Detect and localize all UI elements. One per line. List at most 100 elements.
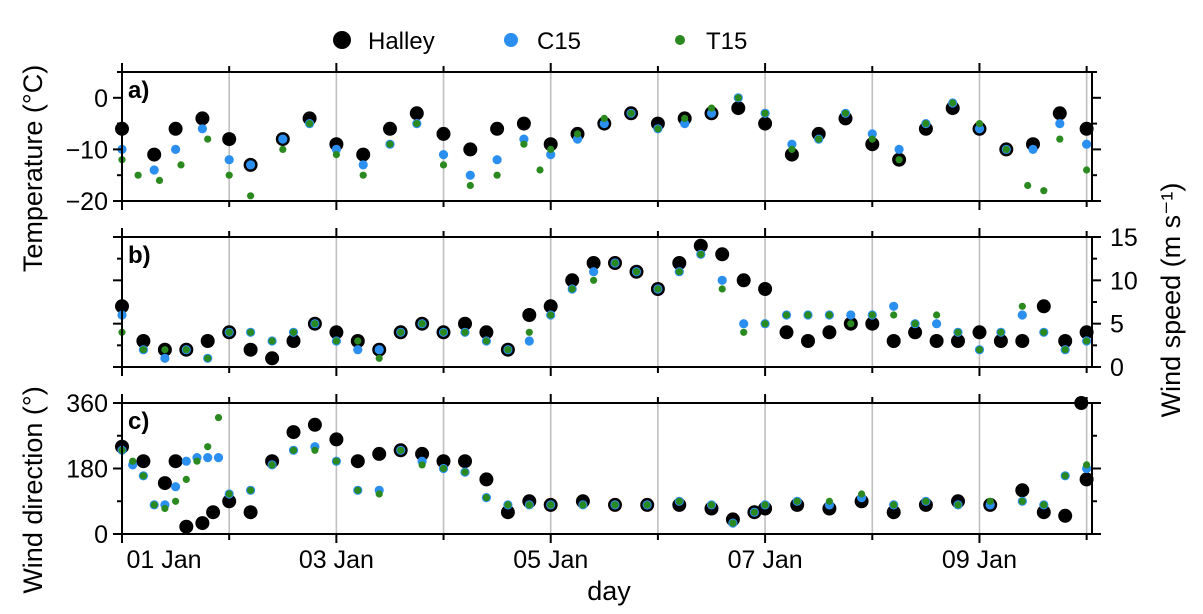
data-point-t15 bbox=[193, 457, 201, 465]
data-point-t15 bbox=[482, 337, 490, 345]
data-point-t15 bbox=[611, 501, 619, 509]
data-point-t15 bbox=[761, 109, 769, 117]
data-point-t15 bbox=[547, 145, 555, 153]
data-point-halley bbox=[195, 111, 210, 126]
data-point-halley bbox=[168, 454, 183, 469]
data-point-t15 bbox=[225, 490, 233, 498]
data-point-t15 bbox=[1018, 302, 1026, 310]
data-point-halley bbox=[479, 472, 494, 487]
data-point-halley bbox=[731, 101, 746, 116]
data-point-t15 bbox=[1018, 497, 1026, 505]
data-point-t15 bbox=[858, 490, 866, 498]
series-t15 bbox=[118, 414, 1091, 527]
data-point-halley bbox=[372, 446, 387, 461]
legend-marker-c15 bbox=[504, 33, 518, 47]
data-point-c15 bbox=[331, 144, 341, 154]
data-point-c15 bbox=[374, 345, 384, 355]
y-tick-label: 180 bbox=[66, 456, 108, 484]
data-point-halley bbox=[543, 137, 558, 152]
data-point-t15 bbox=[1002, 145, 1010, 153]
data-point-halley bbox=[168, 121, 183, 136]
data-point-t15 bbox=[933, 311, 941, 319]
data-point-c15 bbox=[739, 319, 749, 329]
data-point-t15 bbox=[729, 519, 737, 527]
data-point-halley bbox=[865, 137, 880, 152]
legend-marker-t15 bbox=[675, 35, 685, 45]
data-point-t15 bbox=[895, 156, 903, 164]
data-point-t15 bbox=[289, 328, 298, 336]
data-point-t15 bbox=[707, 501, 716, 509]
data-point-halley bbox=[329, 325, 344, 340]
data-point-halley bbox=[383, 121, 397, 136]
y-axis-label: Temperature (°C) bbox=[18, 65, 48, 272]
data-point-halley bbox=[822, 325, 837, 340]
data-point-c15 bbox=[932, 319, 942, 329]
data-point-halley bbox=[758, 282, 773, 296]
data-point-t15 bbox=[134, 171, 142, 179]
data-point-halley bbox=[886, 334, 901, 348]
data-point-t15 bbox=[825, 497, 834, 505]
data-point-t15 bbox=[997, 328, 1005, 336]
data-point-halley bbox=[136, 454, 151, 469]
data-point-c15 bbox=[149, 165, 159, 175]
data-point-halley bbox=[243, 505, 258, 520]
data-point-halley bbox=[329, 432, 344, 447]
data-point-t15 bbox=[439, 161, 448, 169]
data-point-halley bbox=[715, 247, 730, 262]
data-point-t15 bbox=[504, 501, 512, 509]
data-point-halley bbox=[200, 334, 215, 348]
axes-frame bbox=[121, 71, 1093, 202]
data-point-t15 bbox=[525, 501, 533, 509]
data-point-t15 bbox=[172, 497, 180, 505]
panel-a: −20 −10 0 a) Temperature (°C) bbox=[18, 63, 1101, 272]
data-point-c15 bbox=[1028, 144, 1038, 154]
data-point-t15 bbox=[439, 328, 448, 336]
legend-entry-t15: T15 bbox=[675, 28, 747, 55]
data-point-t15 bbox=[975, 346, 984, 354]
data-point-t15 bbox=[825, 311, 834, 319]
data-point-t15 bbox=[681, 114, 689, 122]
data-point-c15 bbox=[706, 108, 717, 118]
data-point-t15 bbox=[386, 140, 394, 148]
panel-label: a) bbox=[128, 77, 149, 104]
data-point-t15 bbox=[375, 490, 383, 498]
data-point-halley bbox=[356, 147, 371, 162]
data-point-halley bbox=[929, 334, 944, 348]
data-point-t15 bbox=[573, 130, 582, 138]
data-point-t15 bbox=[525, 328, 533, 336]
y-tick-label: 15 bbox=[1110, 224, 1138, 252]
data-point-t15 bbox=[504, 346, 512, 354]
data-point-c15 bbox=[787, 139, 797, 149]
data-point-t15 bbox=[761, 320, 769, 328]
legend-marker-halley bbox=[333, 31, 351, 49]
data-point-t15 bbox=[734, 94, 742, 102]
series-t15 bbox=[118, 94, 1091, 200]
data-point-t15 bbox=[204, 443, 212, 451]
data-point-halley bbox=[500, 505, 515, 520]
legend-label-c15: C15 bbox=[537, 28, 581, 55]
data-point-c15 bbox=[894, 144, 904, 154]
data-point-t15 bbox=[182, 346, 190, 354]
data-point-t15 bbox=[1061, 472, 1069, 480]
data-point-halley bbox=[693, 238, 708, 253]
x-tick-label: 01 Jan bbox=[126, 546, 201, 574]
legend: Halley C15 T15 bbox=[333, 28, 747, 55]
data-point-c15 bbox=[717, 275, 727, 285]
data-point-c15 bbox=[1017, 310, 1027, 320]
data-point-t15 bbox=[890, 311, 898, 319]
series-halley bbox=[115, 101, 1094, 172]
data-point-t15 bbox=[413, 120, 421, 128]
data-point-t15 bbox=[740, 328, 748, 336]
data-point-halley bbox=[1036, 505, 1051, 520]
data-point-t15 bbox=[815, 135, 823, 143]
data-point-t15 bbox=[761, 501, 769, 509]
data-point-t15 bbox=[354, 486, 362, 494]
data-point-t15 bbox=[1061, 346, 1069, 354]
y-tick-label: 10 bbox=[1110, 267, 1138, 295]
data-point-t15 bbox=[332, 457, 340, 465]
data-point-c15 bbox=[846, 310, 856, 320]
data-point-t15 bbox=[922, 497, 930, 505]
data-point-t15 bbox=[161, 346, 169, 354]
series-c15 bbox=[117, 93, 1092, 180]
series-c15 bbox=[117, 249, 1092, 363]
